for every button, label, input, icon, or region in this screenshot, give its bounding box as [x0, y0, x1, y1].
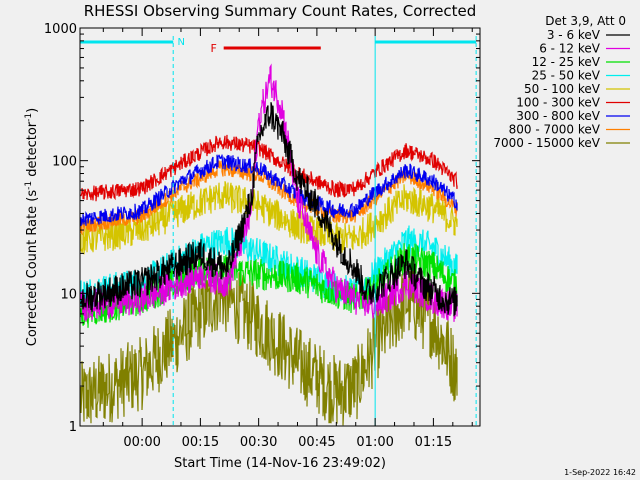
y-tick-label-1: 10 — [60, 287, 77, 302]
y-axis-label: Corrected Count Rate (s-1 detector-1) — [24, 108, 40, 346]
y-axis-label-end: ) — [25, 108, 40, 113]
footer-timestamp: 1-Sep-2022 16:42 — [564, 468, 636, 477]
legend-entry-label-0: 3 - 6 keV — [547, 28, 601, 42]
y-tick-label-0: 1 — [69, 420, 77, 435]
legend-entry-label-8: 7000 - 15000 keV — [493, 136, 600, 150]
legend-entry-label-1: 6 - 12 keV — [539, 42, 601, 56]
legend-entry-label-4: 50 - 100 keV — [524, 82, 601, 96]
legend-entry-label-2: 12 - 25 keV — [532, 55, 601, 69]
x-axis-label: Start Time (14-Nov-16 23:49:02) — [174, 456, 386, 471]
x-tick-label-3: 00:45 — [298, 435, 335, 450]
legend-entry-label-7: 800 - 7000 keV — [509, 123, 601, 137]
series-line-5 — [80, 134, 458, 202]
x-tick-label-2: 00:30 — [240, 435, 277, 450]
legend-entry-label-3: 25 - 50 keV — [532, 69, 601, 83]
series-line-4 — [80, 181, 458, 255]
legend-header: Det 3,9, Att 0 — [545, 14, 626, 28]
x-tick-label-5: 01:15 — [415, 435, 452, 450]
y-axis-label-sup2: -1 — [24, 113, 34, 122]
x-tick-label-4: 01:00 — [356, 435, 393, 450]
y-axis-label-main: Corrected Count Rate (s — [25, 190, 40, 347]
series-line-7 — [80, 160, 458, 236]
night-label: N — [177, 37, 184, 48]
legend-entry-label-6: 300 - 800 keV — [516, 109, 600, 123]
plot-frame — [79, 27, 481, 427]
y-axis-label-sup1: -1 — [24, 181, 34, 190]
chart-title: RHESSI Observing Summary Count Rates, Co… — [84, 2, 477, 20]
y-axis-label-mid: detector — [25, 121, 40, 181]
series-line-8 — [80, 261, 458, 426]
x-tick-label-1: 00:15 — [182, 435, 219, 450]
legend-entry-label-5: 100 - 300 keV — [516, 96, 600, 110]
x-tick-label-0: 00:00 — [123, 435, 160, 450]
series-line-6 — [80, 154, 458, 227]
flare-label: F — [211, 42, 217, 55]
series-line-1 — [80, 63, 458, 322]
series-line-0 — [80, 102, 458, 317]
y-tick-label-3: 1000 — [44, 22, 77, 37]
axes: 1 10 100 1000 00:00 00:15 00:30 00:45 01:00 01:15 — [44, 22, 480, 450]
y-tick-label-2: 100 — [52, 155, 77, 170]
